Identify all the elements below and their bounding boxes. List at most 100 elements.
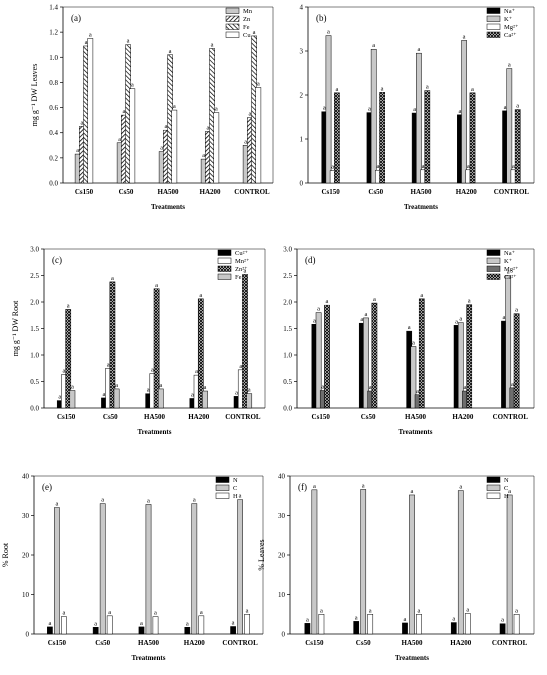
- significance-label: a: [320, 607, 323, 614]
- legend: Cu²⁺Mn²⁺Zn²⁺Fe: [217, 249, 249, 281]
- y-tick-label: 0: [26, 631, 30, 639]
- bar-ha500-2: [409, 494, 415, 635]
- bar-ha500-3: [416, 614, 422, 635]
- bar-ha200-3: [198, 615, 205, 635]
- x-tick-label: CONTROL: [493, 413, 529, 421]
- panel-label: (b): [316, 13, 327, 23]
- y-tick-label: 3.0: [30, 246, 39, 254]
- y-tick-label: 2.0: [30, 299, 39, 307]
- bar-control-4: [255, 87, 262, 184]
- legend-label: Mg²⁺: [504, 266, 518, 273]
- significance-label: a: [107, 361, 110, 368]
- bar-control-1: [230, 626, 236, 635]
- significance-label: a: [404, 616, 407, 623]
- significance-label: a: [306, 616, 309, 623]
- significance-label: a: [67, 302, 70, 309]
- legend-swatch: [486, 257, 501, 264]
- y-tick-label: 1.4: [49, 4, 58, 12]
- legend: Na⁺K⁺Mg²⁺Ca²⁺: [486, 249, 518, 281]
- significance-label: a: [211, 41, 214, 48]
- bar-ha500-1: [138, 626, 145, 635]
- significance-label: a: [313, 483, 316, 490]
- chart-panel-3: 0.0 0.5 1.0 1.5 2.0 2.5 3.0 (c) mg g⁻¹ DW Root Tr…: [11, 246, 266, 436]
- y-tick-label: 2.5: [30, 272, 39, 280]
- bar-cs50-3: [367, 614, 374, 635]
- legend-swatch: [217, 265, 232, 272]
- legend-label: C: [504, 485, 508, 492]
- significance-label: a: [331, 164, 334, 171]
- bar-cs150-3: [318, 614, 325, 635]
- bar-ha500-2: [416, 52, 422, 184]
- significance-label: a: [155, 282, 158, 289]
- significance-label: a: [118, 136, 121, 143]
- bar-cs50-4: [371, 302, 378, 409]
- significance-label: a: [373, 296, 376, 303]
- y-tick-label: 20: [22, 552, 30, 560]
- bar-cs50-1: [92, 627, 99, 635]
- y-tick-label: 3.0: [283, 246, 292, 254]
- legend-swatch: [486, 265, 501, 272]
- legend-swatch: [217, 249, 232, 256]
- bar-ha200-2: [457, 322, 464, 409]
- y-tick-label: 10: [278, 591, 286, 599]
- legend-swatch: [215, 484, 230, 491]
- bar-ha200-2: [457, 490, 464, 635]
- significance-label: a: [257, 80, 260, 87]
- significance-label: a: [76, 147, 79, 154]
- x-tick-label: HA200: [188, 413, 210, 421]
- legend-label: Zn²⁺: [235, 266, 248, 273]
- legend-label: Na⁺: [504, 250, 515, 257]
- y-tick-label: 1.5: [30, 325, 39, 333]
- significance-label: a: [416, 388, 419, 395]
- significance-label: a: [420, 292, 423, 299]
- x-tick-label: HA200: [200, 188, 222, 196]
- significance-label: a: [80, 119, 83, 126]
- legend-swatch: [486, 7, 501, 14]
- legend-label: Fe: [235, 274, 242, 281]
- x-tick-label: HA500: [411, 188, 433, 196]
- significance-label: a: [48, 620, 51, 627]
- legend-swatch: [486, 273, 501, 280]
- bar-control-3: [242, 274, 248, 409]
- x-tick-label: Cs150: [75, 188, 94, 196]
- significance-label: a: [147, 497, 150, 504]
- y-tick-label: 0.0: [30, 405, 39, 413]
- significance-label: a: [71, 384, 74, 391]
- significance-label: a: [418, 607, 421, 614]
- significance-label: a: [327, 29, 330, 36]
- significance-label: a: [89, 31, 92, 38]
- chart-panel-6: 0 10 20 30 40 (f) % Leaves Treatments a a a Cs150 a a…: [257, 473, 535, 662]
- bar-cs150-2: [325, 35, 332, 184]
- legend-label: C: [233, 485, 237, 492]
- bar-ha500-2: [145, 504, 152, 635]
- bar-cs150-2: [315, 312, 322, 409]
- significance-label: a: [232, 619, 235, 626]
- y-tick-label: 10: [22, 591, 30, 599]
- legend-label: Mn²⁺: [235, 258, 249, 265]
- significance-label: a: [508, 62, 511, 69]
- significance-label: a: [515, 307, 518, 314]
- significance-label: a: [323, 105, 326, 112]
- y-tick-label: 0.4: [49, 129, 58, 137]
- y-tick-label: 4: [300, 4, 304, 12]
- x-tick-label: Cs50: [356, 639, 371, 647]
- legend-label: Zn: [243, 16, 251, 23]
- legend-swatch: [486, 15, 501, 22]
- bar-ha500-4: [171, 109, 178, 184]
- significance-label: a: [464, 384, 467, 391]
- significance-label: a: [381, 85, 384, 92]
- y-axis-title: mg g⁻¹ DW Leaves: [30, 64, 39, 127]
- bar-control-2: [506, 494, 513, 635]
- x-tick-label: Cs50: [368, 188, 383, 196]
- legend-swatch: [225, 15, 240, 22]
- legend: Na⁺K⁺Mg²⁺Ca²⁺: [486, 7, 518, 39]
- x-tick-label: CONTROL: [222, 639, 258, 647]
- significance-label: a: [413, 106, 416, 113]
- bar-ha500-4: [418, 298, 425, 409]
- bar-control-3: [513, 614, 520, 635]
- significance-label: a: [173, 103, 176, 110]
- significance-label: a: [471, 86, 474, 93]
- legend-swatch: [215, 492, 230, 499]
